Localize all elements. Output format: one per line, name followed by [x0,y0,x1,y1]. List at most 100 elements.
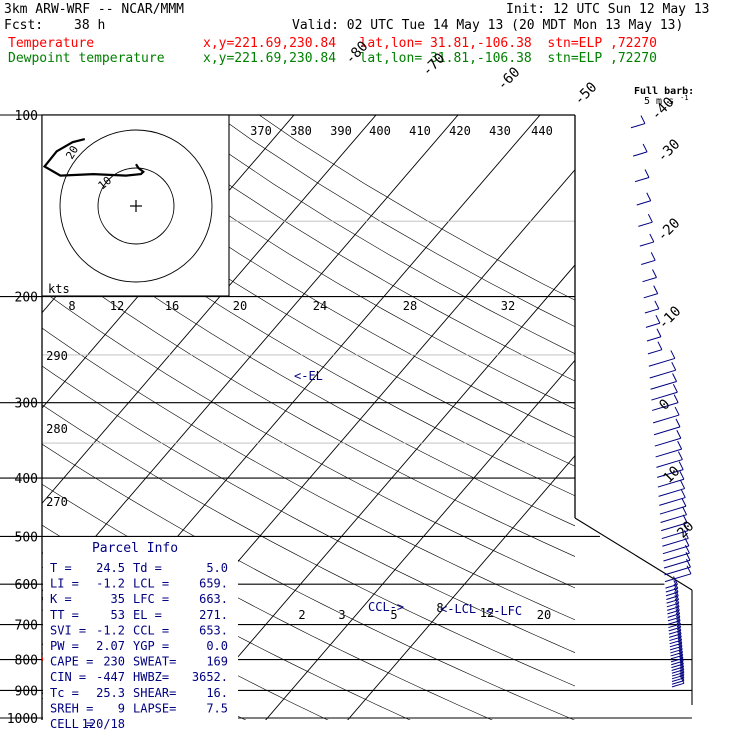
wind-barb [636,200,651,206]
wind-barb [666,599,679,604]
parcel-info-value: 271. [199,608,228,622]
wind-barb [671,682,685,688]
parcel-info-label: EL = [133,608,162,622]
wind-barb [666,602,680,608]
parcel-info-value: 16. [206,686,228,700]
theta-label: 400 [369,124,391,138]
parcel-info-label: SWEAT= [133,655,176,669]
wind-barb [662,537,689,547]
wind-barb [661,522,688,532]
el-marker: <-EL [294,369,323,383]
pressure-tick-label: 400 [15,472,38,487]
wind-barb [646,336,662,342]
parcel-info-value: 169 [206,655,228,669]
wind-barb [664,566,691,576]
forecast-label: Fcst: [4,18,44,33]
wind-barb [665,584,678,589]
mixing-ratio-label: 3 [338,608,345,622]
isotherm-line [347,455,575,720]
temperature-tick-label: -80 [342,38,371,67]
wind-barb [630,123,646,129]
parcel-info-value: 663. [199,592,228,606]
wind-barb [659,505,687,515]
pressure-tick-label: 900 [15,684,38,699]
wind-barb [653,426,681,436]
model-title: 3km ARW-WRF -- NCAR/MMM [4,2,185,17]
parcel-info-value: 35 [111,592,125,606]
parcel-info-value: 25.3 [96,686,125,700]
isotherm-line [265,359,575,720]
forecast-hour: 38 h [74,18,106,33]
parcel-info-value: 9 [118,701,125,715]
pressure-tick-label: 800 [15,654,38,669]
parcel-info-value: 2.07 [96,639,125,653]
dry-adiabat-line [42,365,575,653]
parcel-info-label: Td = [133,561,162,575]
wind-speed-tick-label: 12 [110,299,124,313]
parcel-info-value: 7.5 [206,701,228,715]
wind-barb [667,613,680,618]
lcl-marker: <-LCL [440,602,476,616]
wind-speed-tick-label: 32 [501,299,515,313]
parcel-info-box [43,537,238,720]
parcel-info-label: PW = [50,639,79,653]
theta-label: 420 [449,124,471,138]
wind-barb [645,322,661,328]
parcel-info-value: 659. [199,577,228,591]
wind-barb [663,559,691,569]
temperature-location: x,y=221.69,230.84 lat,lon= 31.81,-106.38… [203,36,657,51]
wind-barb [639,241,654,247]
wind-barb [662,545,690,555]
wind-barb [663,552,690,562]
parcel-info-label: HWBZ= [133,670,169,684]
parcel-info-title: Parcel Info [92,541,178,556]
parcel-info-value: 0.0 [206,639,228,653]
wind-barb [632,151,648,157]
parcel-info-value: 230 [103,655,125,669]
parcel-info-value: 53 [111,608,125,622]
wind-barb [654,437,681,447]
mixing-ratio-label: 2 [298,608,305,622]
parcel-info-label: K = [50,592,72,606]
theta-e-label: 290 [46,349,68,363]
hodograph-ring-label: 20 [63,144,81,162]
parcel-info-label: LCL = [133,577,169,591]
pressure-tick-label: 200 [15,291,38,306]
mixing-ratio-line [0,537,18,731]
pressure-tick-label: 600 [15,578,38,593]
parcel-info-label: CIN = [50,670,86,684]
wind-barb [665,587,678,593]
theta-e-label: 270 [46,495,68,509]
wind-barb [643,293,658,299]
parcel-info-label: SVI = [50,623,86,637]
parcel-info-label: LAPSE= [133,701,176,715]
parcel-info-label: LI = [50,577,79,591]
wind-barb [642,277,657,283]
wind-barb [644,308,659,314]
temperature-tick-label: 20 [674,518,697,541]
temperature-tick-label: -20 [654,215,683,244]
pressure-tick-label: 300 [15,397,38,412]
theta-label: 410 [409,124,431,138]
wind-barb [666,595,679,600]
parcel-info-table: Parcel Info T = 24.5 Td = 5.0 LI = -1.2 LCL = 65… [43,537,238,731]
background-grid [0,115,575,731]
isotherm-line [42,115,459,600]
dewpoint-legend: Dewpoint temperature [8,51,165,66]
theta-label: 380 [290,124,312,138]
temperature-tick-label: 10 [660,463,683,486]
dry-adiabat-line [42,404,575,687]
wind-speed-unit-label: kts [48,282,70,296]
wind-barb [660,514,687,523]
wind-barb-column [630,115,692,688]
parcel-info-label: CCL = [133,623,169,637]
temperature-tick-label: -60 [494,64,523,93]
mixing-ratio-label: 12 [480,606,494,620]
wind-barb [667,606,680,611]
wind-barb [661,530,688,540]
temperature-tick-label: -50 [571,79,600,108]
wind-speed-tick-label: 24 [313,299,327,313]
parcel-info-value: 5.0 [206,561,228,575]
parcel-info-label: TT = [50,608,79,622]
